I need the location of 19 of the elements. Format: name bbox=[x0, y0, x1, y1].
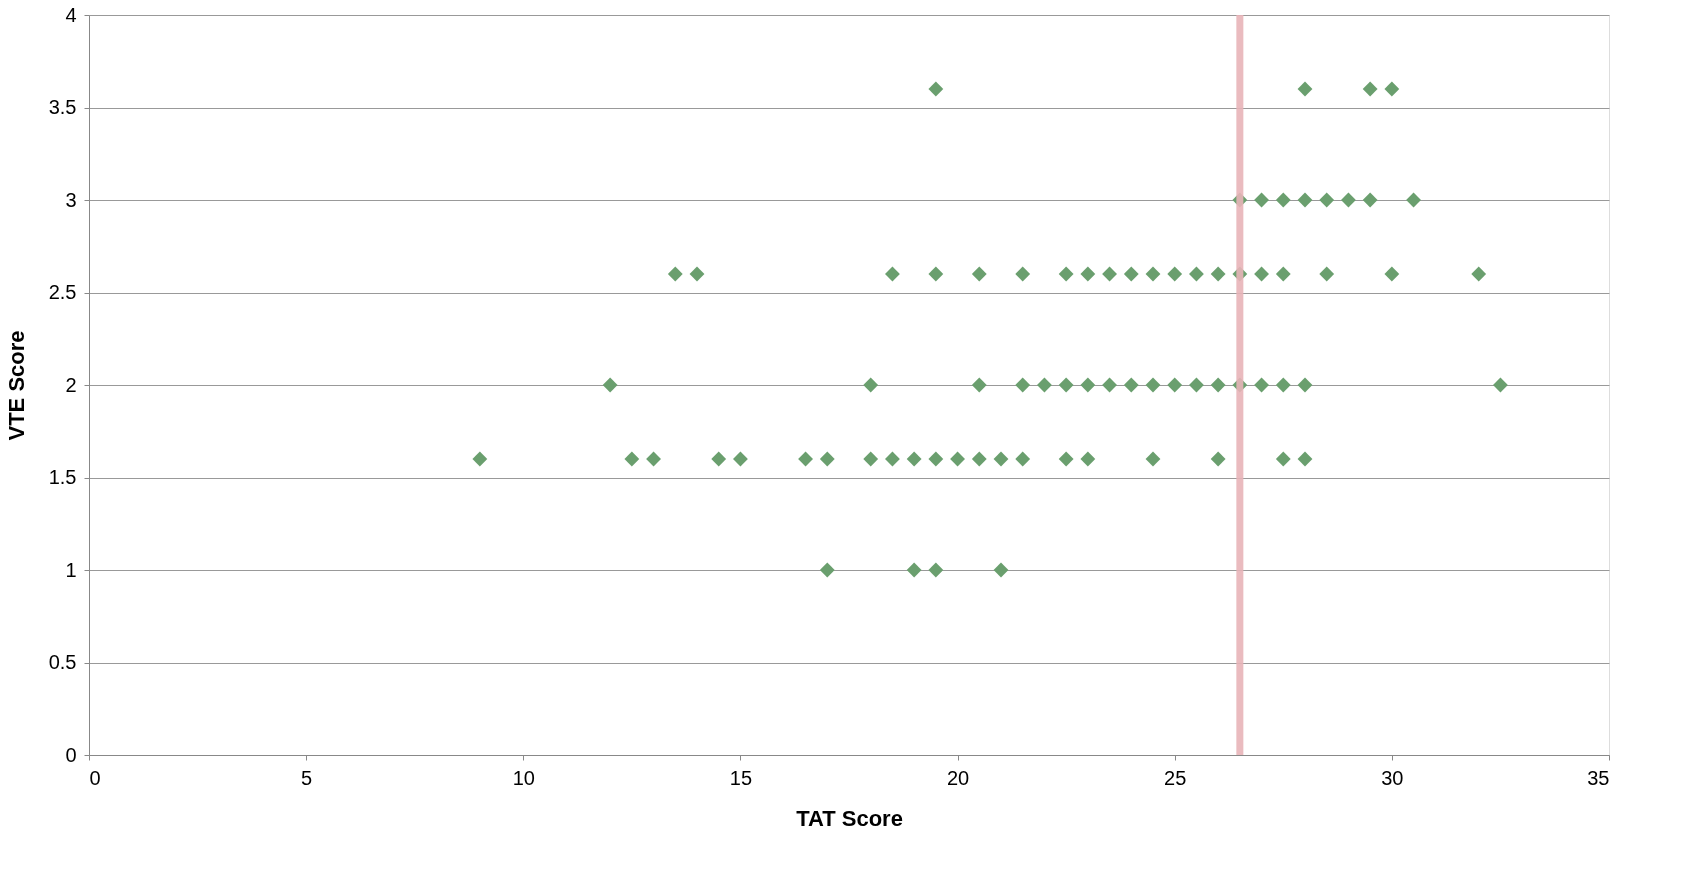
y-tick-label: 2 bbox=[65, 373, 77, 396]
x-tick-label: 15 bbox=[729, 766, 753, 789]
x-tick-label: 25 bbox=[1164, 766, 1187, 789]
x-axis-title: TAT Score bbox=[796, 805, 903, 831]
x-tick-label: 35 bbox=[1587, 766, 1610, 789]
x-tick-label: 30 bbox=[1381, 766, 1404, 789]
y-axis-title: VTE Score bbox=[3, 330, 29, 441]
x-tick-label: 20 bbox=[946, 766, 970, 789]
y-tick-label: 2.5 bbox=[48, 281, 77, 303]
x-tick-label: 5 bbox=[301, 766, 313, 789]
y-tick-label: 4 bbox=[65, 3, 77, 26]
x-tick-label: 0 bbox=[89, 766, 101, 789]
x-tick-label: 10 bbox=[512, 766, 535, 789]
y-tick-label: 0.5 bbox=[48, 651, 77, 673]
y-tick-label: 0 bbox=[65, 743, 77, 766]
y-tick-label: 1.5 bbox=[48, 466, 77, 488]
y-tick-label: 3 bbox=[65, 188, 77, 211]
y-tick-label: 1 bbox=[65, 558, 77, 581]
y-tick-label: 3.5 bbox=[48, 96, 77, 118]
